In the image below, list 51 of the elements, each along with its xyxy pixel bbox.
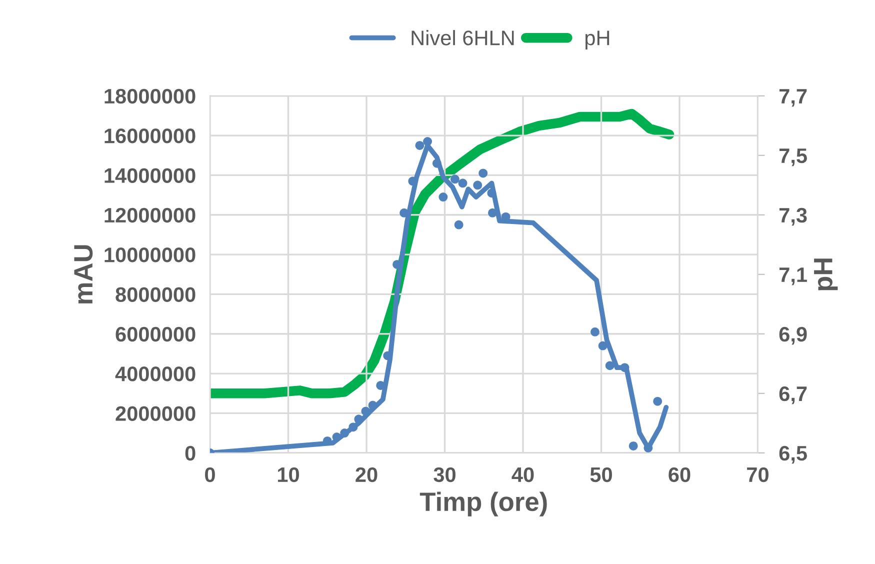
x-tick-label: 20 xyxy=(356,467,378,482)
y-tick-label: 16000000 xyxy=(104,128,196,144)
point xyxy=(423,137,432,146)
point xyxy=(368,400,378,410)
y2-tick-label: 7,7 xyxy=(779,89,807,107)
y-tick-label: 12000000 xyxy=(104,208,196,223)
point xyxy=(487,188,496,198)
x-tick-label: 50 xyxy=(590,467,612,482)
x-tick-label: 60 xyxy=(668,467,690,482)
y2-axis-title: pH xyxy=(814,258,838,290)
y2-tick-label: 6,7 xyxy=(779,386,807,404)
x-tick-label: 30 xyxy=(434,467,456,482)
point xyxy=(432,158,442,168)
x-tick-label: 10 xyxy=(278,467,299,482)
point xyxy=(454,220,464,230)
point xyxy=(361,406,370,416)
y2-tick-label: 6,5 xyxy=(779,446,807,464)
y-tick-label: 8000000 xyxy=(116,287,196,302)
x-tick-label: 0 xyxy=(205,467,215,482)
point xyxy=(598,341,608,350)
y2-tick-label: 7,3 xyxy=(779,208,807,226)
point xyxy=(488,208,497,218)
y-tick-label: 0 xyxy=(185,446,196,461)
point xyxy=(620,363,630,372)
y2-tick-label: 6,9 xyxy=(779,326,807,345)
point xyxy=(478,168,488,178)
y-tick-label: 10000000 xyxy=(104,248,196,262)
point xyxy=(605,361,614,370)
point xyxy=(653,396,662,406)
y-axis-title: mAU xyxy=(74,245,93,304)
point xyxy=(458,178,468,188)
point xyxy=(450,174,460,184)
x-axis-title: Timp (ore) xyxy=(420,492,547,516)
y2-tick-label: 7,1 xyxy=(779,268,807,286)
x-tick-label: 70 xyxy=(747,467,768,482)
y-tick-label: 4000000 xyxy=(115,366,196,382)
point xyxy=(348,422,358,432)
point xyxy=(473,180,482,190)
y-tick-label: 6000000 xyxy=(116,326,196,342)
point xyxy=(415,140,424,150)
point xyxy=(628,441,638,450)
y-tick-label: 2000000 xyxy=(116,406,196,421)
point xyxy=(340,428,350,438)
y-tick-label: 18000000 xyxy=(104,88,196,104)
y2-tick-label: 7,5 xyxy=(779,148,807,166)
legend-label: pH xyxy=(586,30,610,50)
point xyxy=(438,192,448,202)
point xyxy=(590,327,600,336)
legend-label: Nivel 6HLN xyxy=(412,30,514,46)
x-tick-label: 40 xyxy=(512,467,534,482)
y-tick-label: 14000000 xyxy=(104,168,196,183)
